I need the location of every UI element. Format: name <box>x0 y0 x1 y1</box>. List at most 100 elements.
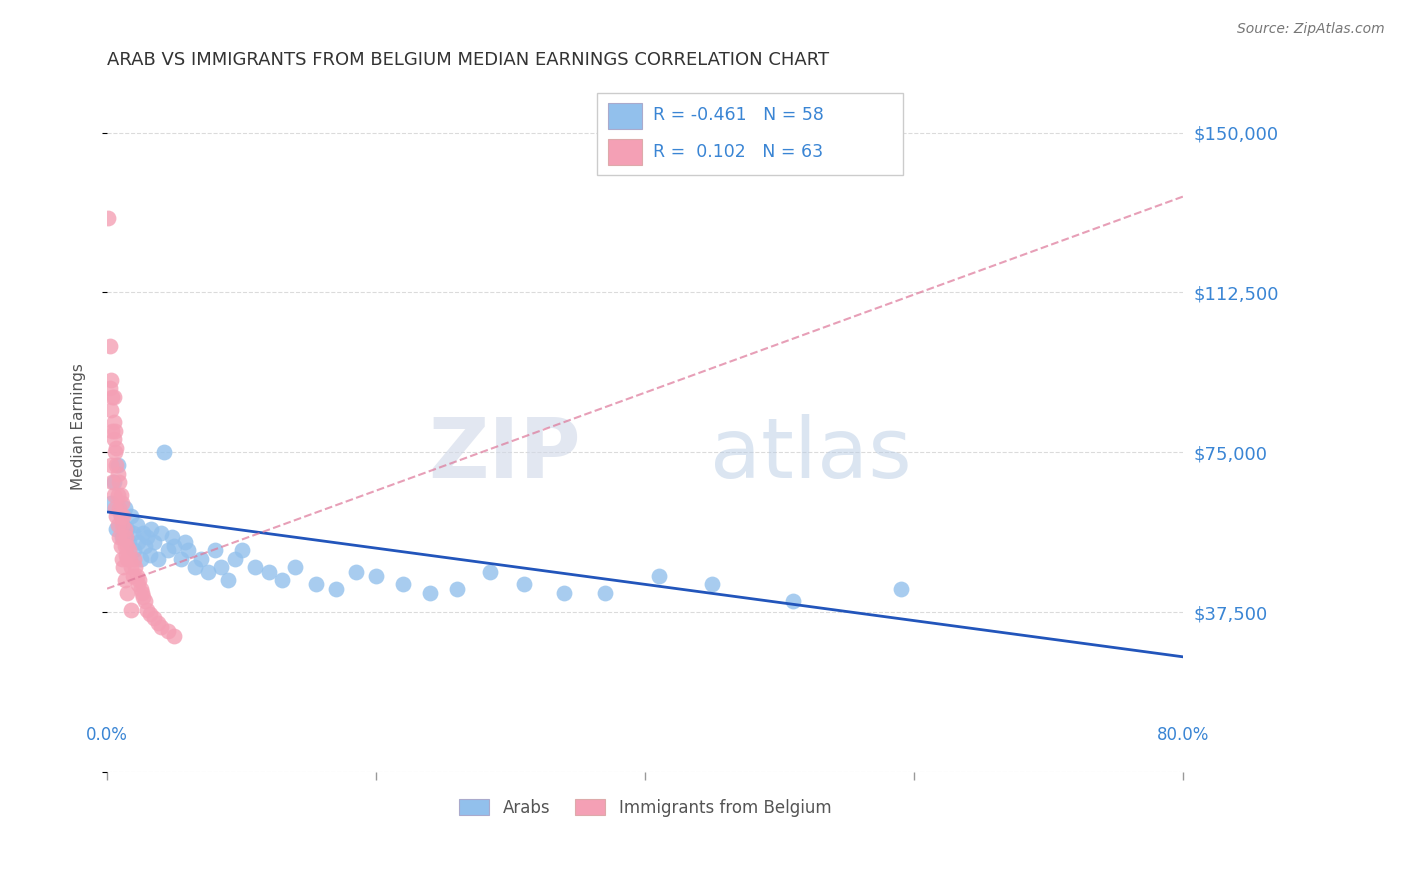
Point <box>107 488 129 502</box>
Point <box>103 416 125 430</box>
Point <box>103 475 125 489</box>
Point <box>446 582 468 596</box>
Point <box>129 582 152 596</box>
Point <box>114 522 136 536</box>
Bar <box>607 138 643 165</box>
Point <box>127 577 149 591</box>
Point <box>122 551 145 566</box>
Point <box>114 539 136 553</box>
Point <box>110 509 132 524</box>
Point <box>271 573 294 587</box>
Point <box>134 539 156 553</box>
Point <box>101 475 124 489</box>
Text: Source: ZipAtlas.com: Source: ZipAtlas.com <box>1237 22 1385 37</box>
Point <box>183 560 205 574</box>
Point <box>209 560 232 574</box>
Point <box>132 526 155 541</box>
Bar <box>607 103 643 129</box>
Point <box>120 509 142 524</box>
Point <box>149 620 172 634</box>
Point <box>160 531 183 545</box>
Point <box>204 543 226 558</box>
Point <box>100 458 122 472</box>
Point <box>101 390 124 404</box>
Point <box>479 565 502 579</box>
Point <box>217 573 239 587</box>
Text: R =  0.102   N = 63: R = 0.102 N = 63 <box>652 143 823 161</box>
Point <box>170 551 193 566</box>
Point <box>139 607 162 622</box>
Point <box>103 390 125 404</box>
Point <box>243 560 266 574</box>
Point <box>117 551 139 566</box>
FancyBboxPatch shape <box>596 93 904 175</box>
Point <box>419 586 441 600</box>
Text: 80.0%: 80.0% <box>1157 726 1209 744</box>
Point <box>114 573 136 587</box>
Point <box>117 543 139 558</box>
Point <box>148 551 170 566</box>
Point <box>112 560 135 574</box>
Point <box>112 517 135 532</box>
Point <box>344 565 367 579</box>
Point <box>101 424 124 438</box>
Point <box>105 509 128 524</box>
Point <box>115 548 138 562</box>
Point <box>890 582 912 596</box>
Point <box>163 539 186 553</box>
Text: ARAB VS IMMIGRANTS FROM BELGIUM MEDIAN EARNINGS CORRELATION CHART: ARAB VS IMMIGRANTS FROM BELGIUM MEDIAN E… <box>107 51 830 69</box>
Y-axis label: Median Earnings: Median Earnings <box>72 363 86 490</box>
Point <box>118 551 141 566</box>
Point <box>100 402 122 417</box>
Text: atlas: atlas <box>710 414 911 495</box>
Point <box>104 424 127 438</box>
Point <box>111 531 134 545</box>
Point <box>107 517 129 532</box>
Point <box>257 565 280 579</box>
Text: ZIP: ZIP <box>427 414 581 495</box>
Point <box>156 624 179 639</box>
Text: 0.0%: 0.0% <box>86 726 128 744</box>
Point <box>553 586 575 600</box>
Point <box>117 539 139 553</box>
Point <box>143 534 166 549</box>
Point <box>121 569 143 583</box>
Point <box>120 603 142 617</box>
Point <box>105 458 128 472</box>
Point <box>124 560 146 574</box>
Point <box>366 569 388 583</box>
Point <box>156 543 179 558</box>
Point <box>107 467 129 481</box>
Point <box>174 534 197 549</box>
Point <box>149 526 172 541</box>
Point <box>136 531 159 545</box>
Point <box>115 531 138 545</box>
Point <box>190 551 212 566</box>
Point <box>110 509 132 524</box>
Point <box>100 373 122 387</box>
Point <box>134 594 156 608</box>
Text: R = -0.461   N = 58: R = -0.461 N = 58 <box>652 106 824 124</box>
Point <box>231 543 253 558</box>
Point <box>163 628 186 642</box>
Point <box>112 509 135 524</box>
Point <box>148 615 170 630</box>
Point <box>132 590 155 604</box>
Point <box>110 539 132 553</box>
Point <box>110 488 132 502</box>
Point <box>103 488 125 502</box>
Point <box>104 500 127 515</box>
Point <box>131 586 153 600</box>
Point <box>122 543 145 558</box>
Point <box>284 560 307 574</box>
Point <box>111 517 134 532</box>
Legend: Arabs, Immigrants from Belgium: Arabs, Immigrants from Belgium <box>453 792 838 824</box>
Point <box>702 577 724 591</box>
Point <box>121 526 143 541</box>
Point <box>128 573 150 587</box>
Point <box>224 551 246 566</box>
Point <box>111 551 134 566</box>
Point <box>120 560 142 574</box>
Point <box>100 496 122 510</box>
Point <box>139 548 162 562</box>
